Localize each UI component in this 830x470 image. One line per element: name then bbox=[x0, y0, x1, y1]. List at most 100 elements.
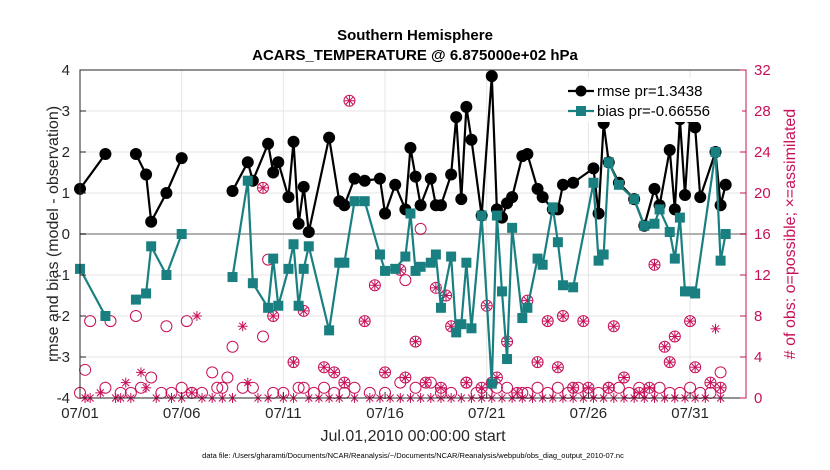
bias-point bbox=[715, 255, 726, 266]
bias-point bbox=[380, 265, 391, 276]
bias-point bbox=[446, 251, 457, 262]
obs-possible-marker bbox=[211, 381, 224, 394]
obs-possible-marker bbox=[501, 381, 514, 394]
obs-assimilated-in-circle-marker bbox=[578, 316, 589, 327]
obs-assimilated-in-circle-marker bbox=[359, 316, 370, 327]
bias-point bbox=[720, 229, 731, 239]
rmse-point bbox=[323, 131, 336, 144]
rmse-point bbox=[424, 172, 437, 185]
obs-possible-circle bbox=[643, 381, 656, 394]
y-right-tick-label: 20 bbox=[754, 185, 771, 202]
y-tick-label: -1 bbox=[57, 267, 70, 284]
obs-possible-circle bbox=[704, 376, 717, 389]
bias-point bbox=[451, 327, 462, 338]
bias-point bbox=[629, 194, 640, 205]
obs-possible-circle bbox=[419, 376, 432, 389]
rmse-point bbox=[297, 180, 310, 193]
bias-point bbox=[146, 241, 157, 252]
obs-assimilated-in-circle-marker bbox=[532, 357, 543, 368]
x-tick-label: 07/01 bbox=[61, 405, 99, 422]
bias-point bbox=[456, 319, 467, 330]
legend-rmse-marker bbox=[575, 85, 587, 97]
bias-point bbox=[298, 263, 309, 274]
chart-title-line2: ACARS_TEMPERATURE @ 6.875000e+02 hPa bbox=[252, 47, 578, 64]
rmse-point bbox=[267, 166, 280, 179]
obs-assimilated-marker bbox=[191, 311, 202, 321]
bias-point bbox=[349, 196, 360, 207]
data-file-footnote: data file: /Users/gharamti/Documents/NCA… bbox=[202, 451, 624, 460]
obs-assimilated-in-circle-marker bbox=[400, 372, 411, 383]
obs-assimilated-marker bbox=[242, 377, 253, 388]
x-tick-label: 07/16 bbox=[366, 405, 404, 422]
obs-possible-circle bbox=[551, 361, 564, 374]
rmse-point bbox=[485, 70, 498, 83]
obs-assimilated-marker bbox=[136, 367, 147, 378]
bias-point bbox=[685, 286, 696, 297]
x-tick-label: 07/26 bbox=[570, 405, 608, 422]
rmse-point bbox=[714, 199, 727, 212]
bias-point bbox=[263, 302, 274, 313]
obs-possible-circle bbox=[602, 381, 615, 394]
obs-assimilated-in-circle-marker bbox=[476, 382, 487, 393]
bias-point bbox=[568, 282, 579, 293]
obs-assimilated-marker bbox=[710, 323, 721, 334]
obs-possible-marker bbox=[145, 371, 158, 384]
obs-possible-marker bbox=[99, 381, 112, 394]
obs-possible-circle bbox=[429, 281, 442, 294]
y-tick-label: 0 bbox=[62, 226, 70, 243]
bias-point bbox=[502, 354, 513, 365]
rmse-point bbox=[129, 148, 142, 161]
obs-assimilated-in-circle-marker bbox=[583, 382, 594, 393]
bias-point bbox=[273, 300, 284, 311]
bias-point bbox=[486, 378, 497, 389]
bias-point bbox=[425, 257, 436, 268]
obs-assimilated-in-circle-marker bbox=[369, 280, 380, 291]
rmse-point bbox=[648, 182, 661, 195]
rmse-point bbox=[556, 178, 569, 191]
obs-possible-marker bbox=[297, 381, 310, 394]
rmse-point bbox=[272, 156, 285, 169]
obs-possible-marker bbox=[104, 315, 117, 328]
obs-possible-marker bbox=[180, 315, 193, 328]
rmse-point bbox=[348, 172, 361, 185]
bias-point bbox=[598, 249, 609, 260]
bias-point bbox=[227, 272, 238, 283]
obs-possible-marker bbox=[257, 330, 270, 343]
rmse-point bbox=[445, 168, 458, 181]
y-right-tick-label: 24 bbox=[754, 144, 771, 161]
bias-point bbox=[547, 202, 558, 213]
rmse-point bbox=[404, 141, 417, 154]
obs-assimilated-in-circle-marker bbox=[659, 341, 670, 352]
y-right-tick-label: 32 bbox=[754, 62, 771, 79]
bias-point bbox=[557, 280, 568, 291]
obs-possible-marker bbox=[236, 381, 249, 394]
bias-point bbox=[303, 241, 314, 252]
bias-line-segment bbox=[79, 268, 107, 317]
obs-possible-circle bbox=[663, 356, 676, 369]
bias-point bbox=[476, 210, 487, 221]
bias-point bbox=[283, 263, 294, 274]
bias-point bbox=[710, 147, 721, 157]
obs-assimilated-in-circle-marker bbox=[258, 182, 269, 193]
rmse-point bbox=[145, 215, 158, 228]
x-tick-label: 07/21 bbox=[468, 405, 506, 422]
legend-box bbox=[568, 78, 742, 122]
chart-title-line1: Southern Hemisphere bbox=[337, 27, 493, 44]
bias-point bbox=[268, 253, 279, 264]
obs-assimilated-in-circle-marker bbox=[186, 387, 197, 398]
obs-assimilated-in-circle-marker bbox=[690, 362, 701, 373]
obs-possible-circle bbox=[556, 310, 569, 322]
rmse-point bbox=[689, 121, 702, 134]
obs-possible-marker bbox=[714, 366, 727, 379]
bias-series bbox=[75, 147, 731, 389]
obs-possible-marker bbox=[129, 310, 142, 322]
y-tick-label: 3 bbox=[62, 103, 70, 120]
obs-possible-marker bbox=[206, 366, 219, 379]
bias-point bbox=[374, 249, 385, 260]
legend-bias-marker bbox=[576, 106, 586, 116]
rmse-point bbox=[506, 191, 519, 204]
bias-point bbox=[603, 157, 614, 168]
obs-possible-circle bbox=[328, 366, 341, 379]
bias-point bbox=[532, 253, 543, 264]
